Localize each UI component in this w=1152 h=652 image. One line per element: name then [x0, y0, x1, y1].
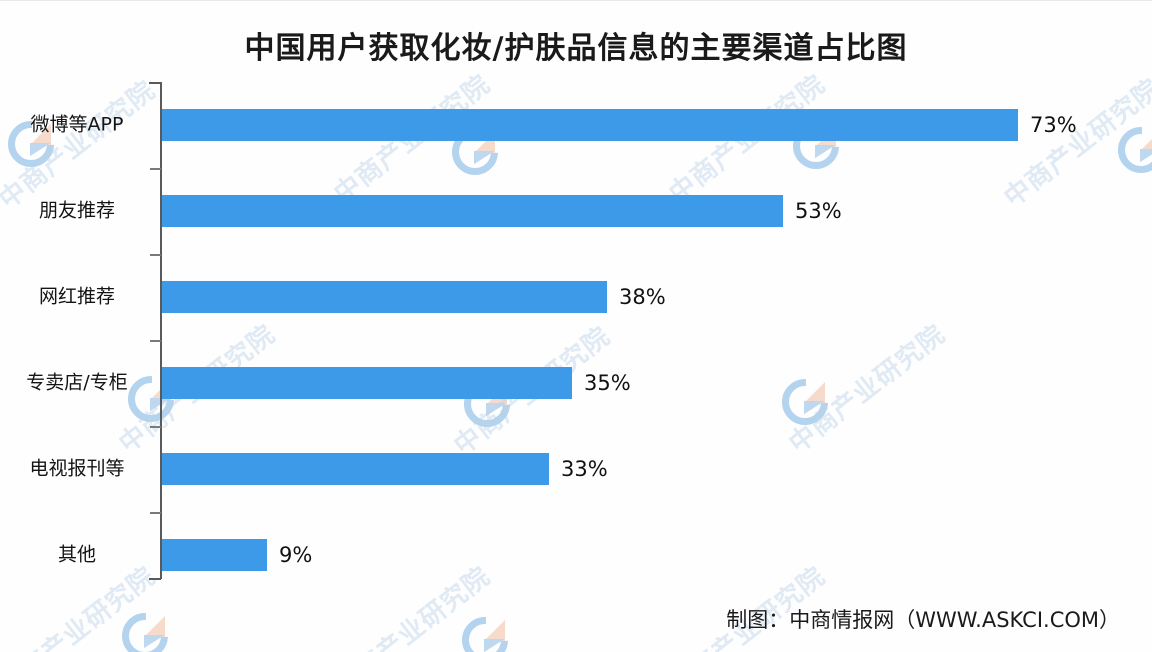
category-label: 朋友推荐	[38, 199, 115, 222]
bar	[162, 453, 549, 485]
bar-row: 朋友推荐 53%	[0, 168, 1152, 254]
bar-row: 网红推荐 38%	[0, 254, 1152, 340]
y-axis-top-cap	[149, 82, 161, 84]
bar	[162, 195, 783, 227]
bar-value-label: 53%	[795, 199, 842, 223]
bar-row: 微博等APP 73%	[0, 82, 1152, 168]
y-axis-line	[160, 82, 162, 579]
chart-title: 中国用户获取化妆/护肤品信息的主要渠道占比图	[244, 31, 908, 66]
bar-value-label: 9%	[279, 543, 313, 567]
category-label: 专卖店/专柜	[26, 371, 128, 394]
bar-value-label: 73%	[1030, 113, 1077, 137]
y-axis-tick	[150, 426, 161, 428]
y-axis-tick	[150, 340, 161, 342]
y-axis-tick	[150, 512, 161, 514]
bar-value-label: 38%	[619, 285, 666, 309]
bar	[162, 109, 1018, 141]
bar-row: 其他 9%	[0, 512, 1152, 598]
category-label: 网红推荐	[38, 285, 115, 308]
bar-value-label: 35%	[584, 371, 631, 395]
bar	[162, 539, 267, 571]
bar-value-label: 33%	[561, 457, 608, 481]
bar	[162, 281, 607, 313]
source-credit: 制图：中商情报网（WWW.ASKCI.COM）	[726, 608, 1120, 632]
y-axis-bottom-cap	[149, 578, 161, 580]
bar-row: 专卖店/专柜 35%	[0, 340, 1152, 426]
bar	[162, 367, 572, 399]
category-label: 其他	[57, 543, 96, 566]
y-axis-tick	[150, 168, 161, 170]
category-label: 电视报刊等	[29, 457, 125, 480]
bar-row: 电视报刊等 33%	[0, 426, 1152, 512]
y-axis-tick	[150, 254, 161, 256]
category-label: 微博等APP	[30, 113, 124, 136]
